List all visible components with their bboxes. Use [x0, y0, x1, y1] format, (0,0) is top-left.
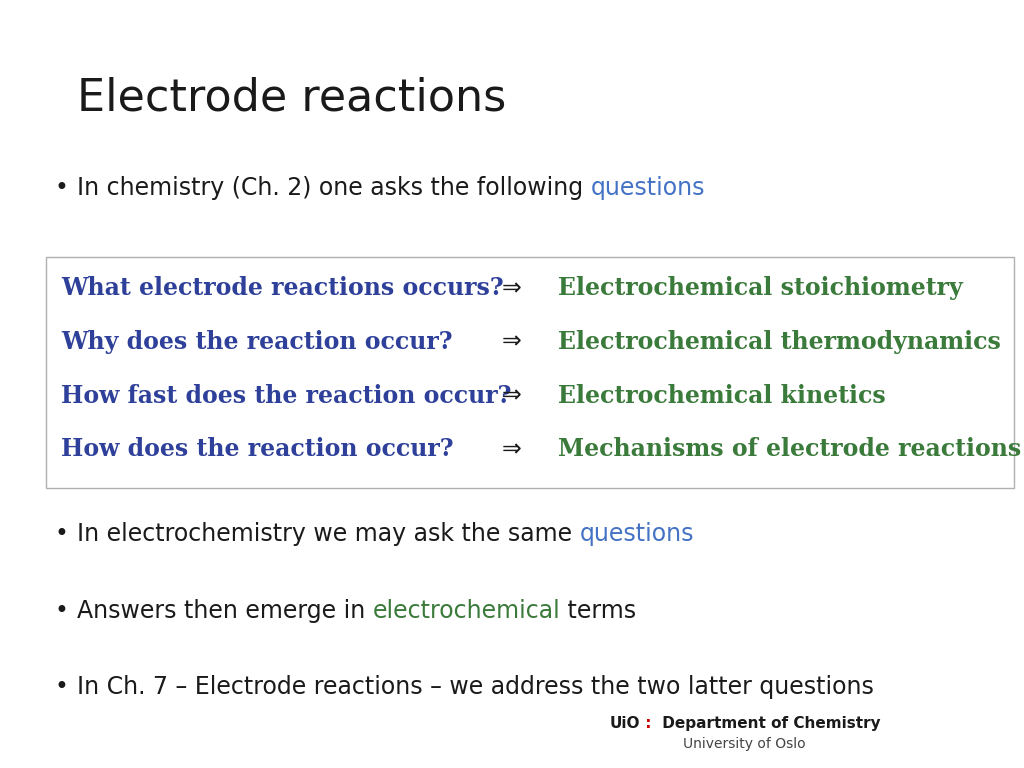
Text: University of Oslo: University of Oslo — [683, 737, 806, 751]
Text: electrochemical: electrochemical — [373, 598, 560, 623]
Text: Why does the reaction occur?: Why does the reaction occur? — [61, 329, 453, 354]
Text: ⇒: ⇒ — [502, 329, 522, 354]
Text: In chemistry (Ch. 2) one asks the following: In chemistry (Ch. 2) one asks the follow… — [77, 176, 591, 200]
Text: In electrochemistry we may ask the same: In electrochemistry we may ask the same — [77, 521, 580, 546]
Text: How does the reaction occur?: How does the reaction occur? — [61, 437, 454, 462]
Text: ⇒: ⇒ — [502, 383, 522, 408]
Text: How fast does the reaction occur?: How fast does the reaction occur? — [61, 383, 512, 408]
Text: •: • — [54, 675, 69, 700]
Text: Electrode reactions: Electrode reactions — [77, 77, 506, 120]
Text: :: : — [640, 716, 656, 731]
Text: Mechanisms of electrode reactions: Mechanisms of electrode reactions — [558, 437, 1021, 462]
Text: Electrochemical thermodynamics: Electrochemical thermodynamics — [558, 329, 1000, 354]
Text: ⇒: ⇒ — [502, 276, 522, 300]
Text: In Ch. 7 – Electrode reactions – we address the two latter questions: In Ch. 7 – Electrode reactions – we addr… — [77, 675, 873, 700]
Text: questions: questions — [591, 176, 705, 200]
Text: •: • — [54, 598, 69, 623]
FancyBboxPatch shape — [46, 257, 1014, 488]
Text: Electrochemical kinetics: Electrochemical kinetics — [558, 383, 886, 408]
Text: •: • — [54, 176, 69, 200]
Text: questions: questions — [580, 521, 694, 546]
Text: Answers then emerge in: Answers then emerge in — [77, 598, 373, 623]
Text: Department of Chemistry: Department of Chemistry — [656, 716, 881, 731]
Text: ⇒: ⇒ — [502, 437, 522, 462]
Text: •: • — [54, 521, 69, 546]
Text: terms: terms — [560, 598, 637, 623]
Text: Electrochemical stoichiometry: Electrochemical stoichiometry — [558, 276, 963, 300]
Text: UiO: UiO — [609, 716, 640, 731]
Text: What electrode reactions occurs?: What electrode reactions occurs? — [61, 276, 504, 300]
